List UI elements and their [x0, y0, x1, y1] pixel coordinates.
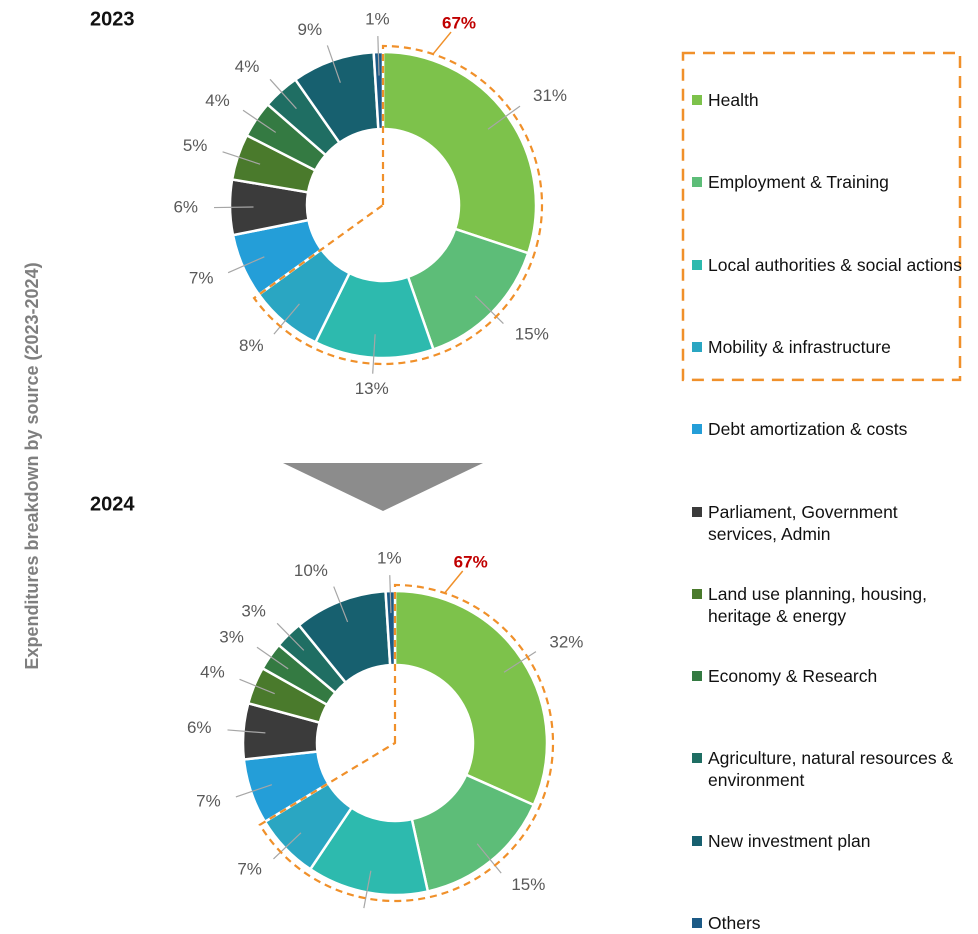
data-label: 7% [237, 860, 262, 879]
data-label: 3% [241, 601, 266, 620]
leader-line [222, 151, 261, 165]
leader-line [474, 295, 504, 325]
side-label: Expenditures breakdown by source (2023-2… [22, 262, 42, 669]
data-label: 4% [200, 663, 225, 682]
chart-title: 2024 [90, 493, 135, 515]
highlight-label: 67% [442, 14, 476, 33]
data-label: 10% [294, 561, 328, 580]
slice [381, 50, 538, 255]
data-label: 1% [377, 549, 402, 568]
leader-line [269, 78, 297, 110]
data-label: 9% [298, 20, 323, 39]
highlight-leader [444, 570, 464, 594]
legend-swatch [692, 835, 702, 846]
data-label: 4% [205, 91, 230, 110]
data-label: 5% [183, 136, 208, 155]
leader-line [214, 206, 254, 209]
leader-line [363, 870, 372, 909]
leader-line [242, 109, 277, 133]
highlight-label: 67% [454, 553, 488, 572]
legend-label: Agriculture, natural resources & environ… [708, 748, 954, 791]
leader-line [389, 575, 392, 614]
legend-swatch [692, 753, 702, 764]
legend-swatch [692, 588, 702, 599]
leader-line [276, 622, 305, 651]
data-label: 8% [239, 336, 264, 355]
leader-line [476, 843, 502, 874]
leader-line [273, 303, 300, 335]
legend-label: Employment & Training [708, 172, 889, 193]
leader-line [227, 729, 266, 734]
slice [393, 589, 549, 807]
leader-line [227, 256, 265, 274]
leader-line [372, 334, 376, 374]
data-label: 1% [365, 10, 390, 29]
leader-line [333, 586, 349, 623]
legend-label: Debt amortization & costs [708, 419, 908, 440]
leader-line [377, 36, 380, 76]
leader-line [273, 832, 302, 860]
legend-swatch [692, 259, 702, 270]
leader-line [326, 45, 341, 83]
leader-line [235, 784, 273, 798]
highlight-outline [258, 583, 555, 903]
legend-label: Mobility & infrastructure [708, 336, 891, 357]
data-label: 32% [549, 632, 583, 651]
legend-swatch [692, 341, 702, 352]
legend-swatch [692, 177, 702, 188]
legend-label: New investment plan [708, 830, 871, 851]
chart-title: 2023 [90, 8, 135, 30]
legend-label: Others [708, 913, 761, 933]
legend-highlight-box [681, 51, 962, 382]
legend-label: Local authorities & social actions [708, 254, 962, 275]
legend-label: Land use planning, housing, heritage & e… [708, 583, 927, 626]
legend-swatch [692, 918, 702, 928]
legend-swatch [692, 95, 702, 105]
data-label: 7% [196, 792, 221, 811]
legend-swatch [692, 506, 702, 517]
legend-swatch [692, 424, 702, 435]
arrow [283, 463, 483, 511]
data-label: 7% [189, 269, 214, 288]
leader-line [239, 678, 275, 695]
legend-swatch [692, 671, 702, 682]
legend-label: Health [708, 90, 759, 110]
data-label: 13% [355, 379, 389, 398]
data-label: 6% [187, 718, 212, 737]
data-label: 15% [515, 324, 549, 343]
legend-label: Parliament, Government services, Admin [708, 501, 898, 544]
legend-label: Economy & Research [708, 666, 878, 687]
highlight-outline [252, 44, 544, 366]
data-label: 31% [533, 86, 567, 105]
data-label: 3% [219, 628, 244, 647]
leader-line [256, 646, 289, 670]
data-label: 6% [173, 197, 198, 216]
highlight-leader [432, 31, 452, 55]
leader-line [503, 651, 537, 673]
leader-line [487, 105, 521, 130]
data-label: 4% [235, 57, 260, 76]
data-label: 15% [511, 875, 545, 894]
